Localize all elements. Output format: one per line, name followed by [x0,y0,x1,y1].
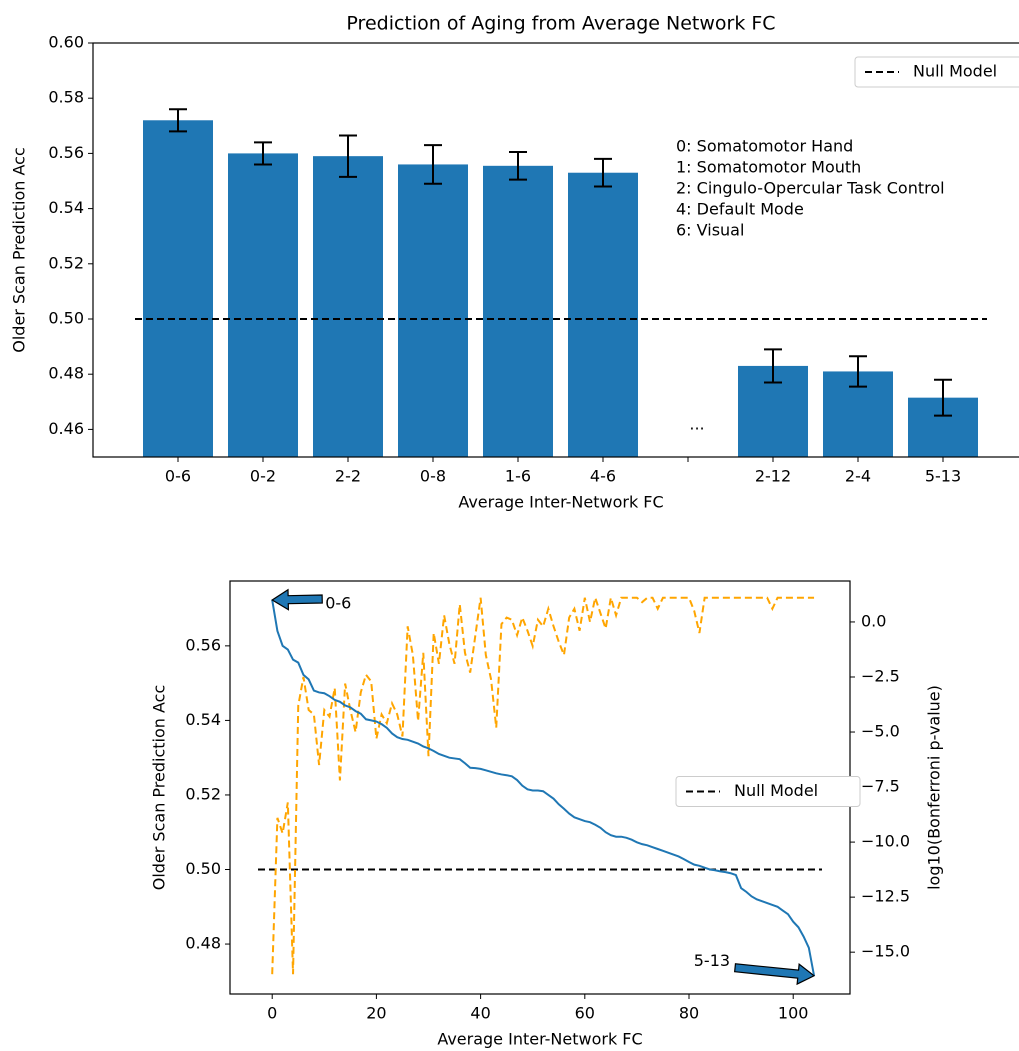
y2-tick-label: −5.0 [861,722,900,741]
x-tick-label: 0 [267,1004,277,1023]
error-bar [849,355,867,388]
legend-box [675,776,861,807]
y-axis-label: Older Scan Prediction Acc [10,147,29,353]
error-bar [594,157,612,188]
x-tick-label: 0-8 [420,467,446,486]
bar [568,172,638,457]
x-tick-label: 5-13 [925,467,961,486]
y-tick-label: 0.58 [48,88,84,107]
error-bar [764,348,782,384]
y-tick-label: 0.54 [185,710,221,729]
bar [313,156,383,457]
network-key: 0: Somatomotor Hand [676,137,853,156]
y2-tick-label: 0.0 [861,611,886,630]
axes-frame [92,42,1019,458]
error-bar [169,108,187,133]
network-key: 4: Default Mode [676,200,804,219]
y-tick-label: 0.52 [185,784,221,803]
x-tick-label: 2-4 [845,467,871,486]
accuracy-line [271,599,816,976]
x-tick-label: 0-2 [250,467,276,486]
annotation-label: 0-6 [325,594,351,613]
y2-tick-label: −15.0 [861,942,910,961]
y-tick-label: 0.48 [185,934,221,953]
x-tick-label: 4-6 [590,467,616,486]
bar [398,164,468,457]
y2-axis-label: log10(Bonferroni p-value) [925,685,944,890]
p-value-line [271,593,815,975]
x-tick-label: 100 [778,1004,809,1023]
network-key: 1: Somatomotor Mouth [676,158,861,177]
bar [228,153,298,457]
x-tick-label: 60 [575,1004,595,1023]
x-tick-label: 0-6 [165,467,191,486]
x-axis-label: Average Inter-Network FC [437,1030,642,1049]
legend-label: Null Model [913,62,997,81]
annotation-arrow [271,588,323,611]
y2-tick-label: −7.5 [861,777,900,796]
bar [143,120,213,457]
y-tick-label: 0.48 [48,364,84,383]
y-tick-label: 0.54 [48,198,84,217]
y-tick-label: 0.50 [185,859,221,878]
y2-tick-label: −12.5 [861,887,910,906]
network-key: 2: Cingulo-Opercular Task Control [676,179,945,198]
y2-tick-label: −10.0 [861,832,910,851]
legend-box [854,56,1019,88]
x-axis-label: Average Inter-Network FC [458,493,663,512]
y-tick-label: 0.50 [48,309,84,328]
y2-tick-label: −2.5 [861,666,900,685]
legend: Null Model [675,776,861,807]
network-key: 6: Visual [676,221,744,240]
x-tick-label: 80 [679,1004,699,1023]
y-tick-label: 0.56 [48,143,84,162]
error-bar [509,151,527,181]
legend: Null Model [854,56,1019,88]
annotation-arrow [733,963,816,986]
error-bar [424,144,442,185]
x-tick-label: 2-2 [335,467,361,486]
x-tick-label: 40 [470,1004,490,1023]
y-tick-label: 0.46 [48,419,84,438]
legend-label: Null Model [734,781,818,800]
gap-annotation: ... [689,415,704,434]
y-tick-label: 0.52 [48,253,84,272]
y-tick-label: 0.56 [185,635,221,654]
x-tick-label: 20 [366,1004,386,1023]
y-tick-label: 0.60 [48,33,84,52]
chart-title: Prediction of Aging from Average Network… [346,13,775,35]
error-bar [934,378,952,417]
bar [483,165,553,457]
y-axis-label: Older Scan Prediction Acc [150,685,169,891]
x-tick-label: 2-12 [755,467,791,486]
x-tick-label: 1-6 [505,467,531,486]
error-bar [254,141,272,166]
error-bar [339,134,357,178]
annotation-label: 5-13 [694,951,730,970]
